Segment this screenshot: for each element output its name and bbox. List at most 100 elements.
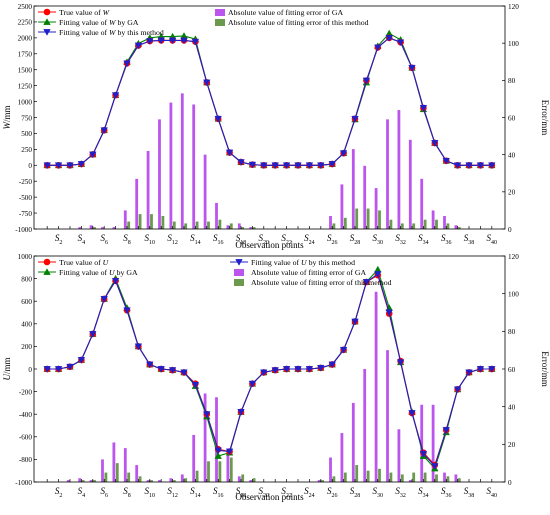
y-tick-label-u--600: -600 (19, 434, 33, 442)
x-tick-label-w-s10: S10 (145, 233, 156, 246)
bar-u-ga-error-10 (146, 480, 150, 482)
bar-w-ga-error-29 (363, 165, 367, 229)
point-u-method-27 (339, 346, 348, 354)
y-tick-label-w--750: -750 (19, 210, 33, 218)
y2-axis-title-w: Error/mm (540, 100, 550, 136)
x-tick-label-w-s22: S22 (281, 233, 292, 246)
bar-u-method-error-16 (218, 461, 222, 482)
y-tick-label-w-1750: 1750 (18, 51, 33, 59)
point-u-method-5 (89, 331, 97, 338)
y-tick-label-w-500: 500 (21, 130, 32, 138)
bar-w-method-error-36 (446, 223, 450, 229)
x-tick-label-u-s22: S22 (281, 486, 292, 499)
point-u-method-38 (465, 369, 473, 377)
bar-w-ga-error-14 (192, 104, 196, 229)
x-tick-label-w-s16: S16 (213, 233, 224, 246)
point-u-method-36 (442, 427, 450, 434)
chart-panel-u: -1000 -800 -600 -400 -200 0 200 400 600 800 1000 0 2… (2, 253, 550, 502)
bar-u-method-error-28 (355, 465, 359, 482)
point-u-method-28 (351, 318, 359, 326)
x-tick-label-w-s2: S2 (55, 233, 63, 246)
point-w-method-19 (248, 161, 257, 169)
x-tick-label-u-s6: S6 (100, 486, 108, 499)
bar-w-ga-error-18 (237, 223, 241, 229)
legend-label-u-ga: Fitting value of U by GA (59, 268, 138, 277)
x-tick-label-u-s20: S20 (259, 486, 270, 499)
bar-w-method-error-34 (423, 219, 427, 229)
point-u-method-7 (111, 277, 120, 285)
bar-w-method-error-27 (343, 217, 347, 229)
bar-w-ga-error-31 (386, 119, 389, 229)
bar-u-method-error-37 (457, 478, 461, 482)
point-w-method-25 (317, 162, 325, 170)
point-w-method-39 (476, 162, 485, 170)
legend-marker-w-ga (43, 18, 51, 25)
x-tick-label-w-s12: S12 (167, 233, 178, 246)
bar-u-method-error-32 (400, 474, 404, 482)
y-axis-title-u: U/mm (2, 357, 12, 380)
x-tick-label-w-s18: S18 (236, 233, 247, 246)
point-w-method-35 (431, 140, 439, 147)
x-tick-label-u-s10: S10 (145, 486, 156, 499)
x-tick-label-u-s14: S14 (190, 486, 201, 499)
point-u-method-20 (260, 369, 268, 377)
x-tick-label-w-s6: S6 (100, 233, 108, 246)
y2-tick-label-w-20: 20 (508, 189, 516, 197)
bar-w-ga-error-35 (431, 210, 435, 229)
point-u-method-17 (225, 448, 234, 456)
point-u-ga-16 (214, 452, 222, 459)
bar-u-ga-error-27 (340, 433, 344, 482)
bar-u-ga-error-33 (408, 480, 412, 482)
legend-marker-u-method (235, 259, 243, 266)
bar-w-method-error-13 (184, 223, 188, 229)
bar-w-ga-error-27 (340, 184, 344, 229)
x-tick-label-u-s26: S26 (327, 486, 338, 499)
bar-u-method-error-27 (343, 472, 347, 482)
y-tick-label-u--1000: -1000 (15, 479, 32, 487)
y2-tick-label-w-100: 100 (508, 40, 519, 48)
chart-panel-w: -1000-750-500-25002505007501000125015001… (2, 3, 550, 250)
y2-tick-label-w-0: 0 (508, 226, 512, 234)
bar-u-ga-error-25 (317, 480, 321, 482)
bar-u-method-error-5 (93, 480, 96, 482)
point-u-method-30 (374, 271, 382, 278)
point-w-method-8 (123, 60, 131, 68)
legend-marker-w-true (43, 8, 51, 16)
y-tick-label-u-400: 400 (21, 321, 32, 329)
y-tick-label-w-1500: 1500 (18, 67, 33, 75)
line-w-method (47, 37, 492, 166)
point-u-method-19 (248, 380, 257, 388)
bar-w-ga-error-12 (169, 102, 173, 229)
bar-u-ga-error-14 (192, 434, 196, 482)
x-tick-label-u-s4: S4 (78, 486, 86, 499)
point-u-method-23 (294, 366, 302, 373)
legend-label-w-ga-error: Absolute value of fitting error of GA (228, 8, 344, 17)
bar-u-method-error-14 (195, 470, 199, 482)
bar-w-ga-error-34 (420, 178, 424, 229)
point-w-method-13 (180, 37, 188, 45)
point-u-method-21 (271, 367, 279, 374)
bar-w-ga-error-30 (374, 188, 378, 229)
bar-u-ga-error-9 (135, 465, 139, 482)
legend-label-w-ga: Fitting value of W by GA (59, 18, 139, 27)
y-tick-label-u--800: -800 (19, 456, 33, 464)
x-tick-label-u-s32: S32 (395, 486, 406, 499)
bar-u-ga-error-15 (203, 393, 207, 482)
point-w-method-18 (237, 159, 245, 166)
point-u-method-6 (100, 296, 108, 303)
point-w-method-24 (305, 162, 314, 170)
x-tick-label-u-s30: S30 (373, 486, 384, 499)
point-w-method-20 (260, 162, 268, 170)
bar-w-ga-error-16 (215, 202, 218, 229)
y-tick-label-u-0: 0 (28, 366, 32, 374)
bar-u-method-error-15 (207, 461, 210, 482)
x-axis-title-u: Observation points (235, 492, 304, 502)
point-u-method-14 (191, 381, 200, 389)
bar-u-method-error-12 (172, 480, 176, 482)
point-u-method-4 (77, 357, 86, 364)
point-u-method-24 (305, 366, 314, 373)
bar-u-ga-error-12 (169, 478, 173, 482)
point-u-method-16 (214, 447, 222, 455)
bar-w-ga-error-5 (89, 225, 93, 229)
bar-u-ga-error-13 (180, 474, 184, 482)
